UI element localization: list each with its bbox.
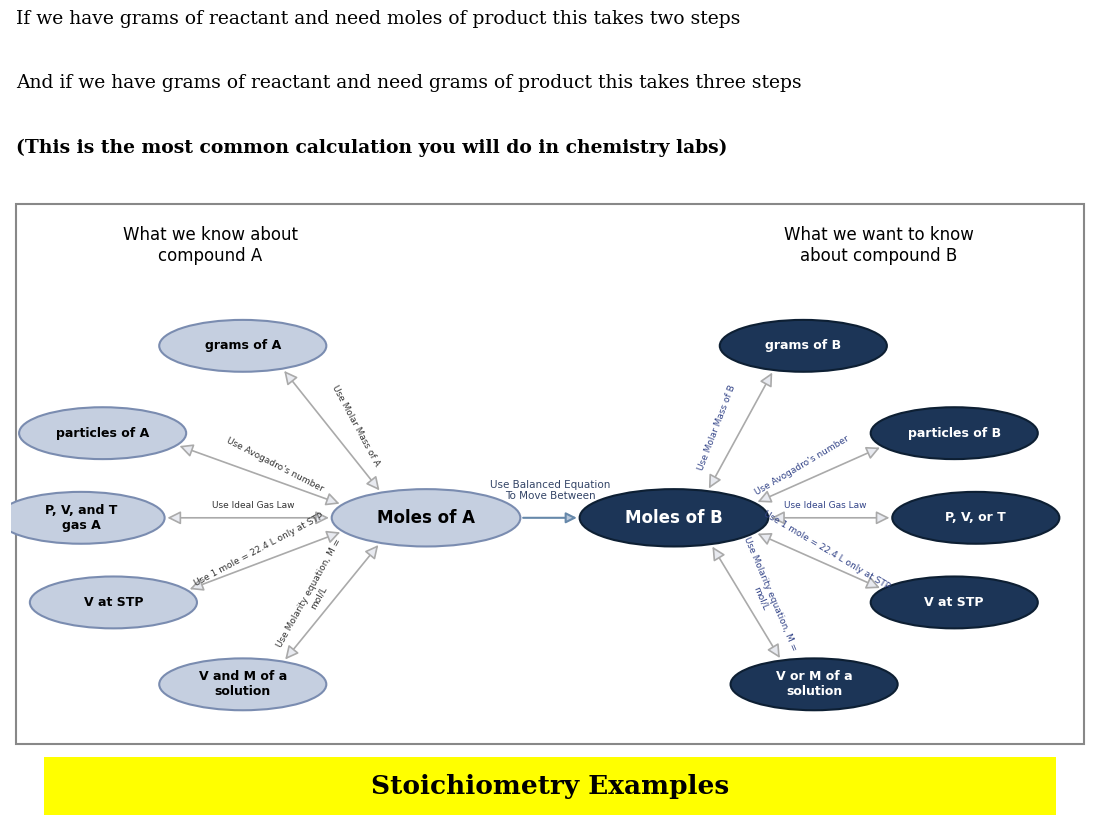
Bar [44, 757, 1056, 815]
Ellipse shape [580, 489, 768, 547]
Text: Use Ideal Gas Law: Use Ideal Gas Law [783, 502, 866, 511]
Text: particles of B: particles of B [908, 427, 1001, 440]
Text: V at STP: V at STP [924, 596, 984, 609]
Ellipse shape [719, 320, 887, 372]
Text: Moles of B: Moles of B [625, 509, 723, 527]
Ellipse shape [892, 492, 1059, 544]
Text: Use Balanced Equation
To Move Between: Use Balanced Equation To Move Between [490, 479, 610, 502]
Ellipse shape [871, 576, 1037, 628]
Text: V or M of a
solution: V or M of a solution [776, 670, 853, 699]
Text: And if we have grams of reactant and need grams of product this takes three step: And if we have grams of reactant and nee… [16, 74, 802, 92]
Text: What we want to know
about compound B: What we want to know about compound B [784, 226, 974, 264]
Text: Use Molarity equation, M =
mol/L: Use Molarity equation, M = mol/L [275, 537, 352, 654]
Text: Use Ideal Gas Law: Use Ideal Gas Law [212, 502, 295, 511]
Text: Use Molarity equation, M =
mol/L: Use Molarity equation, M = mol/L [733, 536, 799, 657]
Text: If we have grams of reactant and need moles of product this takes two steps: If we have grams of reactant and need mo… [16, 10, 740, 28]
Text: P, V, or T: P, V, or T [945, 511, 1006, 525]
FancyBboxPatch shape [16, 204, 1084, 745]
Text: Use Avogadro’s number: Use Avogadro’s number [754, 433, 850, 497]
Text: Use 1 mole = 22.4 L only at STP: Use 1 mole = 22.4 L only at STP [761, 509, 891, 591]
Text: Use Avogadro’s number: Use Avogadro’s number [226, 436, 326, 493]
Ellipse shape [871, 407, 1037, 459]
Text: Stoichiometry Examples: Stoichiometry Examples [371, 773, 729, 799]
Text: V and M of a
solution: V and M of a solution [199, 670, 287, 699]
Text: grams of A: grams of A [205, 339, 280, 352]
Ellipse shape [160, 658, 327, 710]
Ellipse shape [19, 407, 186, 459]
Text: V at STP: V at STP [84, 596, 143, 609]
Ellipse shape [160, 320, 327, 372]
Text: P, V, and T
gas A: P, V, and T gas A [45, 504, 118, 532]
Ellipse shape [0, 492, 165, 544]
Text: (This is the most common calculation you will do in chemistry labs): (This is the most common calculation you… [16, 139, 728, 158]
Text: Moles of A: Moles of A [377, 509, 475, 527]
Text: Use Molar Mass of B: Use Molar Mass of B [696, 383, 737, 471]
Ellipse shape [30, 576, 197, 628]
Ellipse shape [332, 489, 520, 547]
Text: particles of A: particles of A [56, 427, 150, 440]
Text: grams of B: grams of B [766, 339, 842, 352]
Text: What we know about
compound A: What we know about compound A [123, 226, 298, 264]
Text: Use Molar Mass of A: Use Molar Mass of A [330, 384, 381, 468]
Ellipse shape [730, 658, 898, 710]
Text: Use 1 mole = 22.4 L only at STP: Use 1 mole = 22.4 L only at STP [192, 511, 324, 588]
